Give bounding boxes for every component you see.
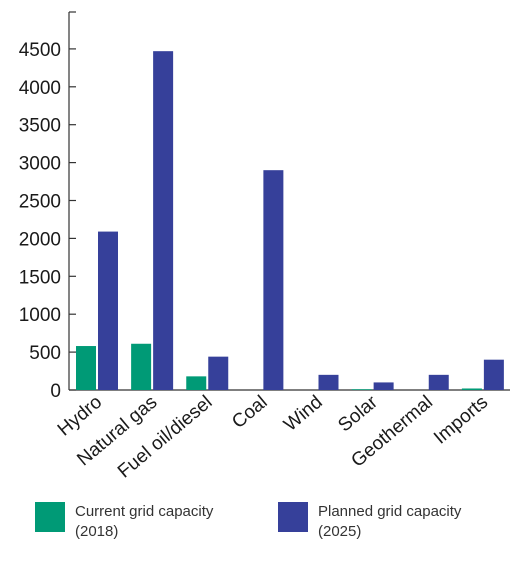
y-tick-label: 2000	[19, 229, 61, 250]
bar-current	[461, 388, 482, 390]
bar-current	[186, 376, 207, 390]
y-tick-label: 1500	[19, 267, 61, 288]
bar-current	[131, 343, 152, 390]
y-tick-label: 4500	[19, 40, 61, 61]
y-tick-label: 500	[29, 343, 61, 364]
x-tick-label: Coal	[228, 392, 271, 433]
x-tick-label: Solar	[334, 391, 382, 436]
legend-label-current-line1: Current grid capacity	[75, 503, 214, 520]
bar-planned	[263, 170, 284, 390]
bar-current	[351, 389, 372, 390]
axes	[68, 11, 510, 391]
legend-label-current: Current grid capacity (2018)	[75, 502, 250, 542]
bar-planned	[318, 374, 339, 390]
bar-current	[76, 346, 96, 390]
y-axis-ticks: 0 500 1000 1500 2000 2500 3000 3500 4000 4500	[19, 40, 76, 402]
x-tick-label: Imports	[430, 392, 492, 449]
legend-label-current-line2: (2018)	[75, 523, 119, 540]
x-tick-label: Wind	[280, 392, 327, 436]
x-tick-label: Fuel oil/diesel	[114, 392, 216, 483]
bar-planned	[98, 231, 118, 390]
bar-planned	[483, 359, 504, 390]
legend-label-planned: Planned grid capacity (2025)	[318, 502, 493, 542]
bar-planned	[373, 382, 394, 390]
bar-planned	[428, 374, 449, 390]
legend-swatch-planned	[278, 502, 308, 532]
y-tick-label: 1000	[19, 305, 61, 326]
legend-swatch-current	[35, 502, 65, 532]
y-tick-label: 2500	[19, 192, 61, 213]
bars	[76, 51, 504, 390]
legend-label-planned-line2: (2025)	[318, 523, 362, 540]
bar-planned	[153, 51, 174, 390]
legend-label-planned-line1: Planned grid capacity	[318, 503, 462, 520]
y-tick-label: 0	[50, 381, 61, 402]
bar-planned	[208, 356, 229, 390]
y-tick-label: 4000	[19, 78, 61, 99]
y-tick-label: 3000	[19, 154, 61, 175]
y-tick-label: 3500	[19, 116, 61, 137]
